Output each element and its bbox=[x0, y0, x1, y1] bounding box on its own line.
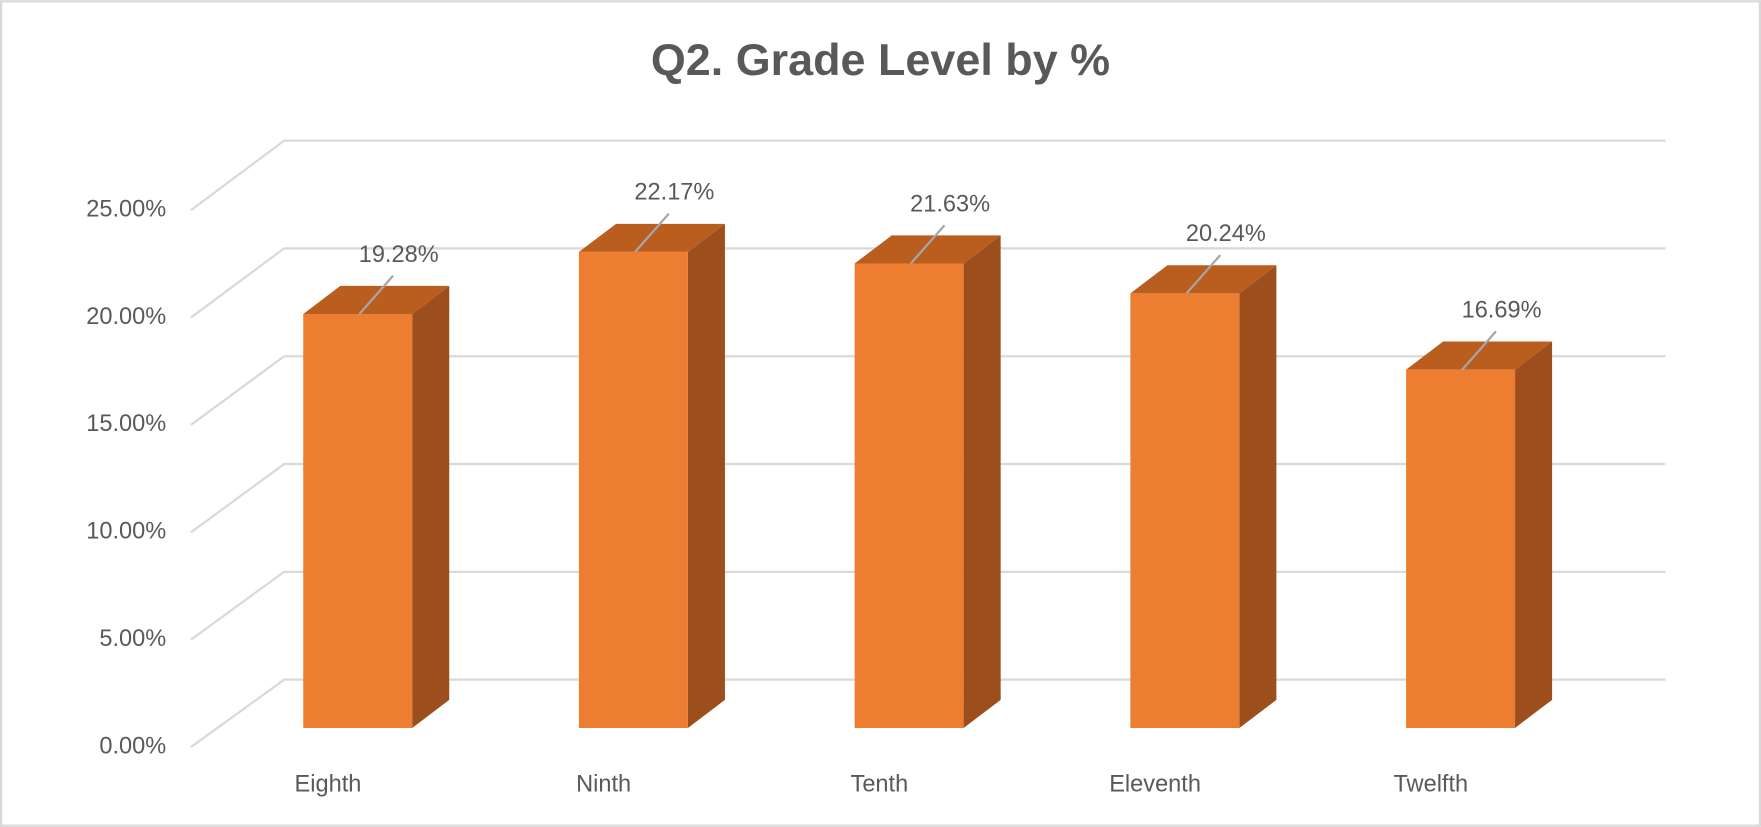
grid-line bbox=[190, 139, 1666, 212]
bar-front bbox=[578, 251, 688, 728]
leader-line bbox=[1185, 254, 1222, 295]
y-tick-label: 0.00% bbox=[99, 732, 166, 758]
bar-front bbox=[303, 313, 413, 728]
bar-side bbox=[1239, 265, 1277, 728]
leader-line bbox=[358, 275, 394, 315]
y-tick-label: 20.00% bbox=[86, 303, 166, 329]
chart-title: Q2. Grade Level by % bbox=[651, 34, 1110, 85]
bar-top bbox=[578, 223, 725, 252]
grid-line bbox=[190, 247, 1666, 319]
x-tick-label: Eleventh bbox=[1109, 770, 1201, 796]
data-label: 20.24% bbox=[1186, 220, 1266, 246]
bar-top bbox=[1130, 265, 1277, 294]
data-label: 22.17% bbox=[634, 179, 714, 205]
leader-line bbox=[909, 224, 946, 265]
bar-front bbox=[1130, 293, 1240, 728]
bar bbox=[303, 285, 450, 728]
bar-side bbox=[963, 235, 1001, 728]
data-label: 19.28% bbox=[359, 241, 439, 267]
bar bbox=[854, 235, 1001, 728]
x-tick-label: Eighth bbox=[295, 770, 362, 796]
y-tick-label: 15.00% bbox=[86, 410, 166, 436]
bar-side bbox=[687, 223, 725, 728]
bar-top bbox=[854, 235, 1001, 264]
data-label: 21.63% bbox=[910, 190, 990, 216]
x-tick-label: Tenth bbox=[851, 770, 909, 796]
x-tick-label: Ninth bbox=[576, 770, 631, 796]
y-tick-label: 10.00% bbox=[86, 518, 166, 544]
y-tick-label: 25.00% bbox=[86, 195, 166, 221]
bar bbox=[1406, 341, 1553, 728]
bar-front bbox=[854, 263, 964, 728]
leader-line bbox=[1461, 330, 1497, 371]
leader-line bbox=[634, 212, 670, 253]
y-tick-label: 5.00% bbox=[99, 625, 166, 651]
bar-front bbox=[1406, 369, 1516, 728]
bar-side bbox=[412, 285, 450, 728]
data-label: 16.69% bbox=[1462, 296, 1542, 322]
bar bbox=[1130, 265, 1277, 728]
bar-side bbox=[1515, 341, 1553, 728]
bar-top bbox=[303, 285, 450, 314]
x-tick-label: Twelfth bbox=[1393, 770, 1468, 796]
bar bbox=[578, 223, 725, 728]
bar-top bbox=[1406, 341, 1553, 370]
